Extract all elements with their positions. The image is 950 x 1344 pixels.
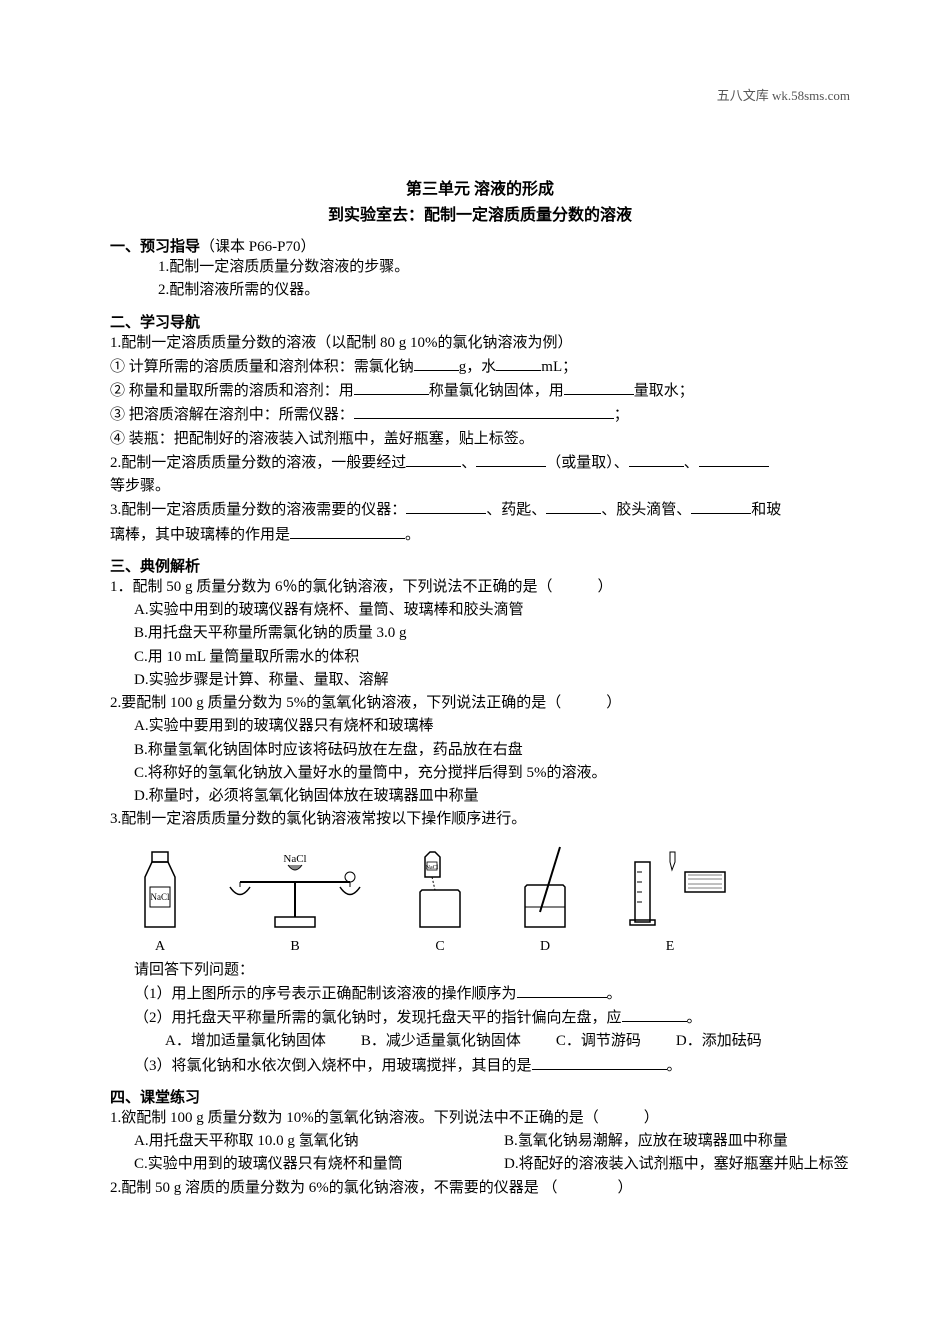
- s4-q2: 2.配制 50 g 溶质的质量分数为 6%的氯化钠溶液，不需要的仪器是 （ ）: [110, 1177, 850, 1200]
- s3-q3-options: A．增加适量氯化钠固体 B．减少适量氯化钠固体 C．调节游码 D．添加砝码: [165, 1030, 850, 1053]
- s3-q2c: C.将称好的氢氧化钠放入量好水的量筒中，充分搅拌后得到 5%的溶液。: [134, 762, 850, 785]
- image-c: NaCl C: [400, 842, 480, 955]
- s2-line6e: 等步骤。: [110, 475, 850, 498]
- s3-q1: 1．配制 50 g 质量分数为 6％的氯化钠溶液，下列说法不正确的是（ ）: [110, 576, 850, 599]
- section4-heading: 四、课堂练习: [110, 1086, 850, 1107]
- cylinder-icon: [610, 842, 730, 937]
- s3-q1d: D.实验步骤是计算、称量、量取、溶解: [134, 669, 850, 692]
- experiment-images: NaCl A NaCl B NaCl C: [130, 842, 850, 955]
- image-e: E: [610, 842, 730, 955]
- sub-title: 到实验室去：配制一定溶质质量分数的溶液: [110, 201, 850, 225]
- title-block: 第三单元 溶液的形成 到实验室去：配制一定溶质质量分数的溶液: [110, 175, 850, 225]
- balance-icon: NaCl: [220, 847, 370, 937]
- s3-q2: 2.要配制 100 g 质量分数为 5%的氢氧化钠溶液，下列说法正确的是（ ）: [110, 692, 850, 715]
- section3-heading: 三、典例解析: [110, 555, 850, 576]
- svg-text:NaCl: NaCl: [151, 892, 170, 902]
- s2-line3: ② 称量和量取所需的溶质和溶剂：用称量氯化钠固体，用量取水；: [110, 379, 850, 403]
- s2-line4: ③ 把溶质溶解在溶剂中：所需仪器：；: [110, 403, 850, 427]
- s2-line7e: 璃棒，其中玻璃棒的作用是。: [110, 523, 850, 547]
- s3-q1a: A.实验中用到的玻璃仪器有烧杯、量筒、玻璃棒和胶头滴管: [134, 599, 850, 622]
- main-title: 第三单元 溶液的形成: [110, 175, 850, 199]
- section2-heading: 二、学习导航: [110, 311, 850, 332]
- s3-q1b: B.用托盘天平称量所需氯化钠的质量 3.0 g: [134, 622, 850, 645]
- s3-q3: 3.配制一定溶质质量分数的氯化钠溶液常按以下操作顺序进行。: [110, 808, 850, 831]
- s1-item1: 1.配制一定溶质质量分数溶液的步骤。: [158, 256, 850, 279]
- s3-q2d: D.称量时，必须将氢氧化钠固体放在玻璃器皿中称量: [134, 785, 850, 808]
- section1-heading: 一、预习指导（课本 P66-P70）: [110, 235, 850, 256]
- s1-item2: 2.配制溶液所需的仪器。: [158, 279, 850, 302]
- s4-q1-row1: A.用托盘天平称取 10.0 g 氢氧化钠B.氢氧化钠易潮解，应放在玻璃器皿中称…: [134, 1130, 850, 1153]
- s2-line2: ① 计算所需的溶质质量和溶剂体积：需氯化钠g，水mL；: [110, 355, 850, 379]
- svg-text:NaCl: NaCl: [426, 865, 439, 871]
- s2-line7: 3.配制一定溶质质量分数的溶液需要的仪器：、药匙、、胶头滴管、和玻: [110, 498, 850, 522]
- s3-q2b: B.称量氢氧化钠固体时应该将砝码放在左盘，药品放在右盘: [134, 739, 850, 762]
- s3-q3s3: （3）将氯化钠和水依次倒入烧杯中，用玻璃搅拌，其目的是。: [134, 1054, 850, 1078]
- s4-q1-row2: C.实验中用到的玻璃仪器只有烧杯和量筒D.将配好的溶液装入试剂瓶中，塞好瓶塞并贴…: [134, 1153, 850, 1176]
- beaker-pour-icon: NaCl: [400, 842, 480, 937]
- s4-q1: 1.欲配制 100 g 质量分数为 10%的氢氧化钠溶液。下列说法中不正确的是（…: [110, 1107, 850, 1130]
- s3-q3p1: 请回答下列问题：: [134, 959, 850, 982]
- s3-q2a: A.实验中要用到的玻璃仪器只有烧杯和玻璃棒: [134, 715, 850, 738]
- image-b: NaCl B: [220, 847, 370, 955]
- image-d: D: [510, 842, 580, 955]
- s2-line1: 1.配制一定溶质质量分数的溶液（以配制 80 g 10%的氯化钠溶液为例）: [110, 332, 850, 355]
- header-watermark: 五八文库 wk.58sms.com: [717, 85, 850, 104]
- s2-line6: 2.配制一定溶质质量分数的溶液，一般要经过、（或量取）、、: [110, 451, 850, 475]
- image-a: NaCl A: [130, 847, 190, 955]
- s3-q1c: C.用 10 mL 量筒量取所需水的体积: [134, 646, 850, 669]
- bottle-icon: NaCl: [130, 847, 190, 937]
- s2-line5: ④ 装瓶：把配制好的溶液装入试剂瓶中，盖好瓶塞，贴上标签。: [110, 428, 850, 451]
- svg-text:NaCl: NaCl: [283, 853, 306, 865]
- s3-q3s2: （2）用托盘天平称量所需的氯化钠时，发现托盘天平的指针偏向左盘，应。: [134, 1006, 850, 1030]
- s3-q3s1: （1）用上图所示的序号表示正确配制该溶液的操作顺序为。: [134, 982, 850, 1006]
- stirring-icon: [510, 842, 580, 937]
